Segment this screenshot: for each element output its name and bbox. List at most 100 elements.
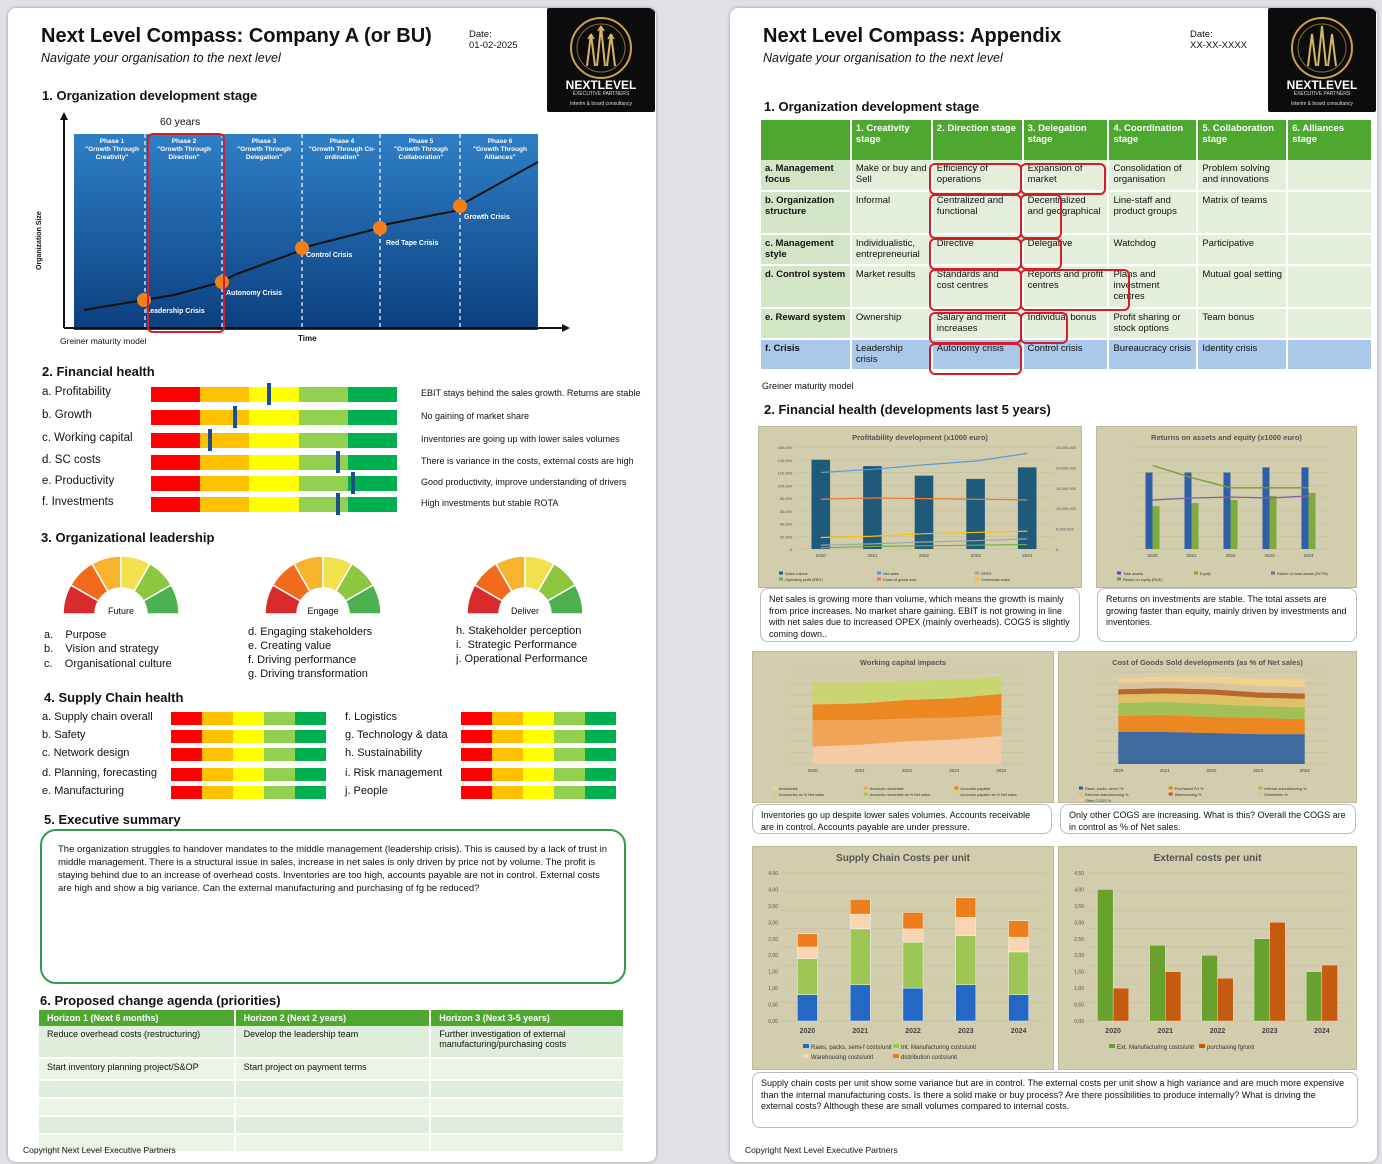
stage-cell: Control crisis [1022, 339, 1110, 371]
bar-mark [1306, 971, 1323, 1022]
stage-cell: Profit sharing or stock options [1108, 308, 1199, 340]
bar-mark [1262, 467, 1270, 549]
rating-segment [202, 712, 233, 725]
chart-title: Working capital impacts [859, 658, 947, 667]
rating-segment [200, 387, 250, 402]
rating-segment [554, 748, 585, 761]
rating-segment [249, 497, 299, 512]
legend-swatch [1199, 1044, 1205, 1048]
y-tick-label: 4,50 [768, 871, 778, 877]
legend-swatch [1271, 571, 1275, 575]
legend-swatch [893, 1054, 899, 1058]
rating-bar [171, 786, 326, 799]
stage-cell: f. Crisis [761, 339, 852, 371]
highlight-box [1020, 312, 1068, 344]
rating-segment [298, 497, 348, 512]
stage-cell: Problem solving and innovations [1197, 160, 1289, 192]
x-tick-label: 2023 [971, 553, 982, 558]
crisis-label: Red Tape Crisis [386, 240, 439, 247]
section-heading-leadership: 3. Organizational leadership [41, 530, 215, 545]
x-tick-label: 2022 [902, 768, 913, 773]
y2-tick-label: 5,000,000 [1056, 527, 1075, 532]
stage-col-header: 6. Alliances stage [1287, 120, 1373, 160]
legend-swatch [1079, 792, 1083, 796]
rating-segment [233, 786, 264, 799]
area-mark [1118, 714, 1305, 735]
x-tick-label: 2024 [1011, 1028, 1027, 1035]
x-tick-label: 2023 [958, 1028, 974, 1035]
greiner-diagram: Phase 1 "Growth Through Creativity" Phase… [36, 110, 574, 346]
bar-mark [1165, 971, 1182, 1022]
rating-segment [249, 476, 299, 491]
rating-segment [249, 387, 299, 402]
crisis-label: Growth Crisis [464, 214, 510, 221]
y-tick-label: 120,000 [778, 471, 793, 476]
rating-segment [200, 476, 250, 491]
bar-mark [1112, 987, 1129, 1022]
rating-bar [151, 410, 398, 425]
bar-mark [797, 933, 818, 948]
rating-bar [151, 476, 398, 491]
rating-bar [151, 433, 398, 448]
stage-cell [1287, 234, 1373, 266]
x-tick-label: 2022 [919, 553, 930, 558]
stage-col-header: 1. Creativity stage [850, 120, 933, 160]
agenda-cell [430, 1080, 625, 1099]
section-heading-supply-chain: 4. Supply Chain health [44, 690, 184, 705]
bar-mark [1191, 503, 1199, 549]
stage-cell: Line-staff and product groups [1108, 191, 1199, 235]
x-tick-label: 2021 [1186, 553, 1197, 558]
rating-bar [171, 768, 326, 781]
rating-segment [492, 768, 523, 781]
agenda-row [39, 1080, 625, 1099]
rating-marker [336, 451, 340, 473]
financial-row-label: c. Working capital [42, 432, 133, 444]
rating-segment [492, 748, 523, 761]
chart-panel: Profitability development (x1000 euro) 20… [758, 426, 1082, 588]
y-tick-label: 140,000 [778, 458, 793, 463]
legend-label: Ext. Manufacturing costs/unit [1117, 1045, 1194, 1051]
x-tick-label: 2020 [1105, 1028, 1121, 1035]
bar-mark [1008, 951, 1029, 995]
legend-label: Accounts payable [960, 787, 990, 791]
rating-segment [249, 410, 299, 425]
supply-chain-label: i. Risk management [345, 767, 443, 779]
rating-marker [208, 429, 212, 451]
rating-marker [351, 472, 355, 494]
crisis-label: Control Crisis [306, 252, 353, 259]
agenda-col-header: Horizon 3 (Next 3-5 years) [430, 1010, 625, 1026]
legend-swatch [954, 786, 959, 790]
legend-label: Overheads costs [981, 578, 1010, 582]
chart-title: External costs per unit [1153, 853, 1262, 864]
series-line [1152, 464, 1309, 489]
area-mark [812, 676, 1002, 705]
current-phase-highlight [147, 133, 225, 333]
legend-label: Distribution % [1264, 793, 1288, 797]
rating-bar [461, 712, 616, 725]
rating-marker [233, 406, 237, 428]
rating-segment [347, 410, 398, 425]
rating-segment [171, 712, 202, 725]
stage-cell [1287, 265, 1373, 309]
x-tick-label: 2021 [1160, 768, 1171, 773]
rating-segment [171, 768, 202, 781]
highlight-box [929, 163, 1022, 195]
x-tick-label: 2024 [1300, 768, 1311, 773]
legend-swatch [773, 786, 777, 790]
y2-tick-label: 25,000,000 [1056, 445, 1077, 450]
rating-bar [151, 387, 398, 402]
x-tick-label: 2024 [1314, 1028, 1330, 1035]
stage-row: a. Management focus Make or buy and Sell E… [761, 160, 1373, 192]
x-tick-label: 2021 [867, 553, 878, 558]
bar-mark [955, 984, 977, 1022]
y2-tick-label: 10,000,000 [1056, 506, 1077, 511]
financial-row-note: EBIT stays behind the sales growth. Retu… [421, 388, 641, 398]
stage-col-header: 2. Direction stage [931, 120, 1024, 160]
rating-segment [202, 730, 233, 743]
x-tick-label: 2023 [1253, 768, 1264, 773]
bar-mark [914, 475, 934, 549]
phase-1-label: Phase 1 "Growth Through Creativity" [85, 138, 139, 161]
agenda-cell [39, 1080, 236, 1099]
x-tick-label: 2022 [1210, 1028, 1226, 1035]
rating-segment [264, 768, 295, 781]
